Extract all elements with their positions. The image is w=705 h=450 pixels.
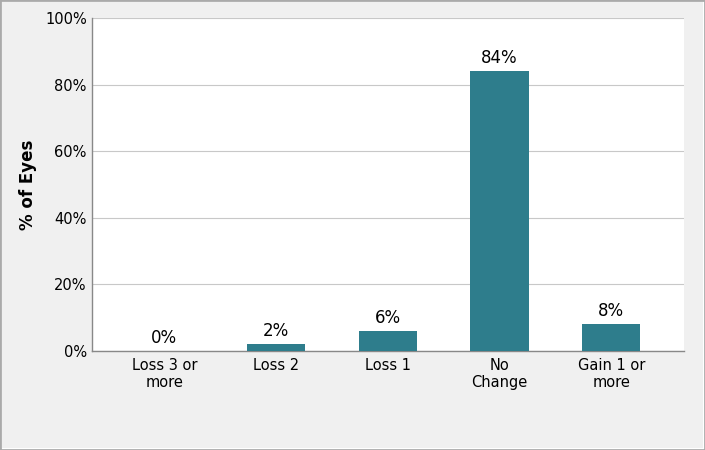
Y-axis label: % of Eyes: % of Eyes — [19, 140, 37, 230]
Bar — [247, 344, 305, 351]
Text: 8%: 8% — [598, 302, 625, 320]
Text: 84%: 84% — [482, 50, 517, 68]
Bar — [359, 331, 417, 351]
Bar — [470, 71, 529, 351]
Text: 0%: 0% — [151, 329, 178, 347]
Bar — [582, 324, 640, 351]
Text: 2%: 2% — [263, 322, 289, 340]
Text: 6%: 6% — [374, 309, 401, 327]
